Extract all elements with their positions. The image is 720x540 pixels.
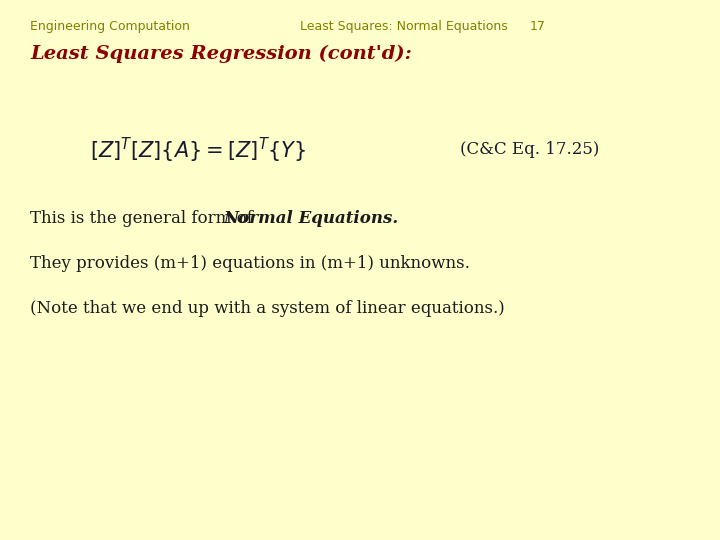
Text: (C&C Eq. 17.25): (C&C Eq. 17.25) [460,141,599,159]
Text: Least Squares: Normal Equations: Least Squares: Normal Equations [300,20,508,33]
Text: They provides (m+1) equations in (m+1) unknowns.: They provides (m+1) equations in (m+1) u… [30,255,470,272]
Text: Engineering Computation: Engineering Computation [30,20,190,33]
Text: (Note that we end up with a system of linear equations.): (Note that we end up with a system of li… [30,300,505,317]
Text: 17: 17 [530,20,546,33]
Text: This is the general form of: This is the general form of [30,210,258,227]
Text: Normal Equations.: Normal Equations. [223,210,398,227]
Text: $[Z]^T[Z]\{A\} = [Z]^T\{Y\}$: $[Z]^T[Z]\{A\} = [Z]^T\{Y\}$ [90,136,307,165]
Text: Least Squares Regression (cont'd):: Least Squares Regression (cont'd): [30,45,412,63]
